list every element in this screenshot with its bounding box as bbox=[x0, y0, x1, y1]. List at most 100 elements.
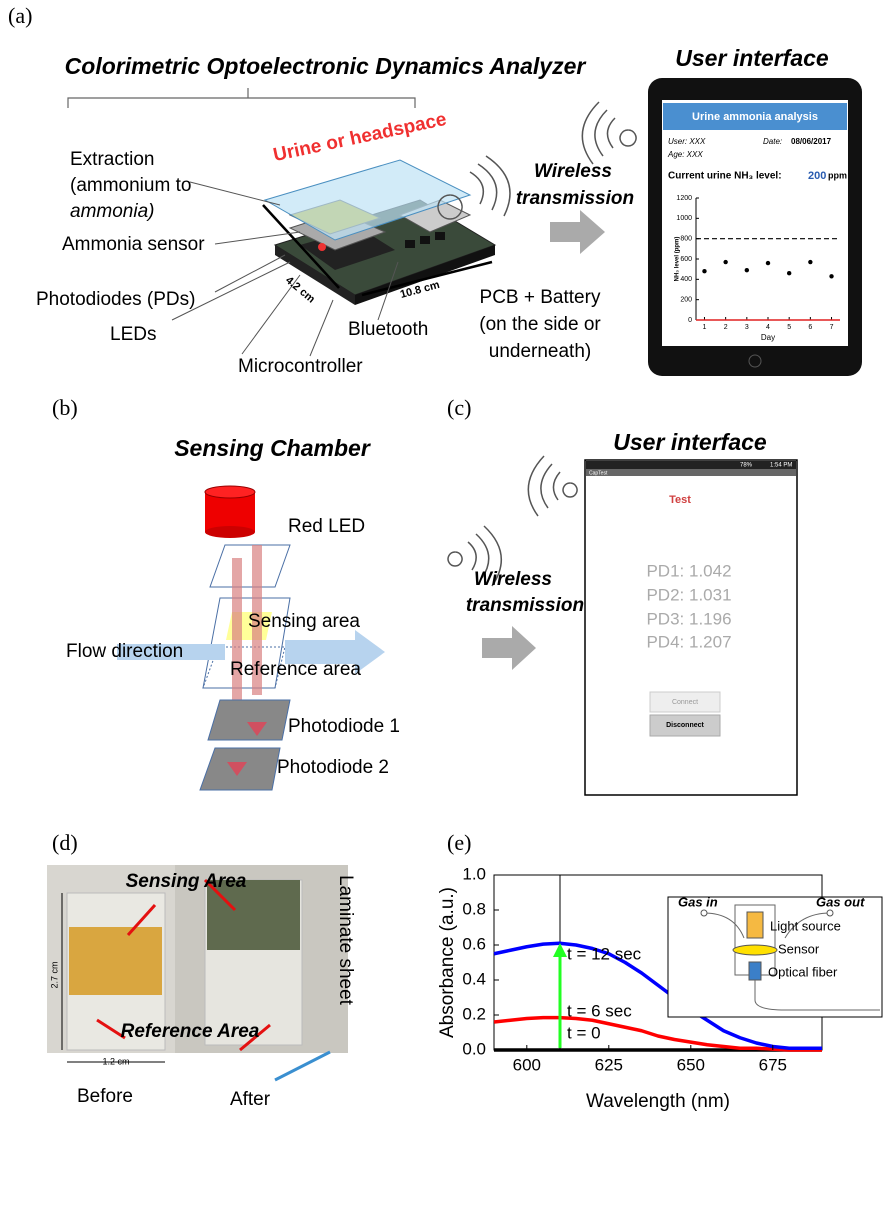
data-point bbox=[745, 268, 749, 272]
wireless-label: Wireless bbox=[534, 161, 612, 182]
wireless-label: transmission bbox=[516, 188, 634, 209]
panel-title: User interface bbox=[613, 429, 767, 455]
data-point bbox=[829, 274, 833, 278]
x-tick-label: 1 bbox=[703, 324, 707, 331]
age-label: Age: XXX bbox=[667, 150, 703, 159]
y-tick-label: 0.6 bbox=[462, 934, 486, 953]
current-level-label: Current urine NH₃ level: bbox=[668, 171, 782, 182]
data-point bbox=[766, 261, 770, 265]
y-axis-label: Absorbance (a.u.) bbox=[437, 887, 458, 1038]
y-tick-label: 1000 bbox=[676, 215, 692, 222]
data-point bbox=[723, 260, 727, 264]
series-label: t = 12 sec bbox=[567, 944, 642, 963]
x-tick-label: 3 bbox=[745, 324, 749, 331]
panel-label: (c) bbox=[447, 395, 471, 420]
app-bar bbox=[586, 469, 796, 476]
inset-label: Gas in bbox=[678, 894, 718, 909]
panel-title: Sensing Chamber bbox=[174, 435, 371, 461]
component-label: PCB + Battery bbox=[480, 287, 601, 308]
component-label: LEDs bbox=[110, 324, 156, 345]
device-drawing bbox=[172, 156, 510, 356]
panel-label: (d) bbox=[52, 830, 78, 855]
component-label: (ammonium to bbox=[70, 175, 191, 196]
x-tick-label: 4 bbox=[766, 324, 770, 331]
component-label: Microcontroller bbox=[238, 356, 363, 377]
clock: 1:54 PM bbox=[770, 463, 792, 469]
panel-title: User interface bbox=[675, 45, 829, 71]
dimension-label: 1.2 cm bbox=[102, 1056, 129, 1066]
battery-status: 78% bbox=[740, 463, 753, 469]
y-tick-label: 600 bbox=[680, 256, 692, 263]
wireless-icon bbox=[528, 456, 577, 516]
series-label: t = 0 bbox=[567, 1023, 601, 1042]
component-label: Ammonia sensor bbox=[62, 234, 205, 255]
x-tick-label: 650 bbox=[677, 1055, 705, 1074]
x-tick-label: 5 bbox=[787, 324, 791, 331]
y-tick-label: 1.0 bbox=[462, 864, 486, 883]
connect-label: Connect bbox=[672, 699, 698, 706]
date-value: 08/06/2017 bbox=[791, 137, 832, 146]
pd-reading: PD2: 1.031 bbox=[646, 585, 731, 604]
chamber-label: Photodiode 1 bbox=[288, 716, 400, 737]
panel-title: Colorimetric Optoelectronic Dynamics Ana… bbox=[65, 53, 587, 79]
x-tick-label: 6 bbox=[808, 324, 812, 331]
y-tick-label: 0.8 bbox=[462, 899, 486, 918]
panel-label: (a) bbox=[8, 3, 32, 28]
current-level-unit: ppm bbox=[828, 170, 847, 180]
user-label: User: XXX bbox=[668, 137, 706, 146]
y-tick-label: 200 bbox=[680, 297, 692, 304]
chamber-label: Photodiode 2 bbox=[277, 757, 389, 778]
data-point bbox=[787, 271, 791, 275]
status-bar bbox=[586, 461, 796, 469]
component-label: Extraction bbox=[70, 149, 154, 170]
chamber-label: Flow direction bbox=[66, 641, 183, 662]
y-tick-label: 0.0 bbox=[462, 1039, 486, 1058]
component-label: Bluetooth bbox=[348, 319, 428, 340]
dimension-label: 4.2 cm bbox=[283, 274, 317, 305]
app-heading: Test bbox=[669, 494, 691, 506]
x-tick-label: 675 bbox=[759, 1055, 787, 1074]
chamber-label: Red LED bbox=[288, 516, 365, 537]
caption: Before bbox=[77, 1086, 133, 1107]
y-tick-label: 400 bbox=[680, 276, 692, 283]
brace bbox=[68, 88, 415, 108]
inset-label: Optical fiber bbox=[768, 964, 838, 979]
component-label: ammonia) bbox=[70, 201, 154, 222]
disconnect-label: Disconnect bbox=[666, 722, 704, 729]
pd-reading: PD3: 1.196 bbox=[646, 609, 731, 628]
inset-label: Light source bbox=[770, 918, 841, 933]
x-tick-label: 625 bbox=[595, 1055, 623, 1074]
inset-label: Sensor bbox=[778, 941, 820, 956]
figure: (a) (b) (c) (d) (e) Colorimetric Optoele… bbox=[0, 0, 883, 1230]
component-label: (on the side or bbox=[479, 314, 601, 335]
current-level-value: 200 bbox=[808, 170, 826, 182]
pd-reading: PD4: 1.207 bbox=[646, 632, 731, 651]
y-tick-label: 0 bbox=[688, 317, 692, 324]
arrow bbox=[482, 626, 536, 670]
app-name: CapTest bbox=[589, 470, 608, 476]
chamber-label: Sensing area bbox=[248, 611, 360, 632]
component-label: Photodiodes (PDs) bbox=[36, 289, 195, 310]
sample-label: Urine or headspace bbox=[271, 109, 448, 166]
panel-label: (b) bbox=[52, 395, 78, 420]
photo-label: Sensing Area bbox=[126, 871, 247, 892]
photo-label: Reference Area bbox=[121, 1021, 260, 1042]
date-label: Date: bbox=[763, 137, 782, 146]
panel-label: (e) bbox=[447, 830, 471, 855]
x-tick-label: 2 bbox=[724, 324, 728, 331]
x-tick-label: 7 bbox=[830, 324, 834, 331]
x-axis-label: Wavelength (nm) bbox=[586, 1091, 730, 1112]
wireless-icon bbox=[582, 102, 636, 164]
y-tick-label: 0.4 bbox=[462, 969, 486, 988]
x-tick-label: 600 bbox=[513, 1055, 541, 1074]
caption: After bbox=[230, 1089, 271, 1110]
inset-label: Gas out bbox=[816, 894, 865, 909]
sensing-film bbox=[69, 927, 162, 995]
x-axis-label: Day bbox=[761, 333, 775, 342]
wireless-label: Wireless bbox=[474, 569, 552, 590]
arrow bbox=[550, 210, 605, 254]
data-point bbox=[808, 260, 812, 264]
header-title: Urine ammonia analysis bbox=[692, 111, 818, 123]
wireless-label: transmission bbox=[466, 595, 584, 616]
y-tick-label: 0.2 bbox=[462, 1004, 486, 1023]
